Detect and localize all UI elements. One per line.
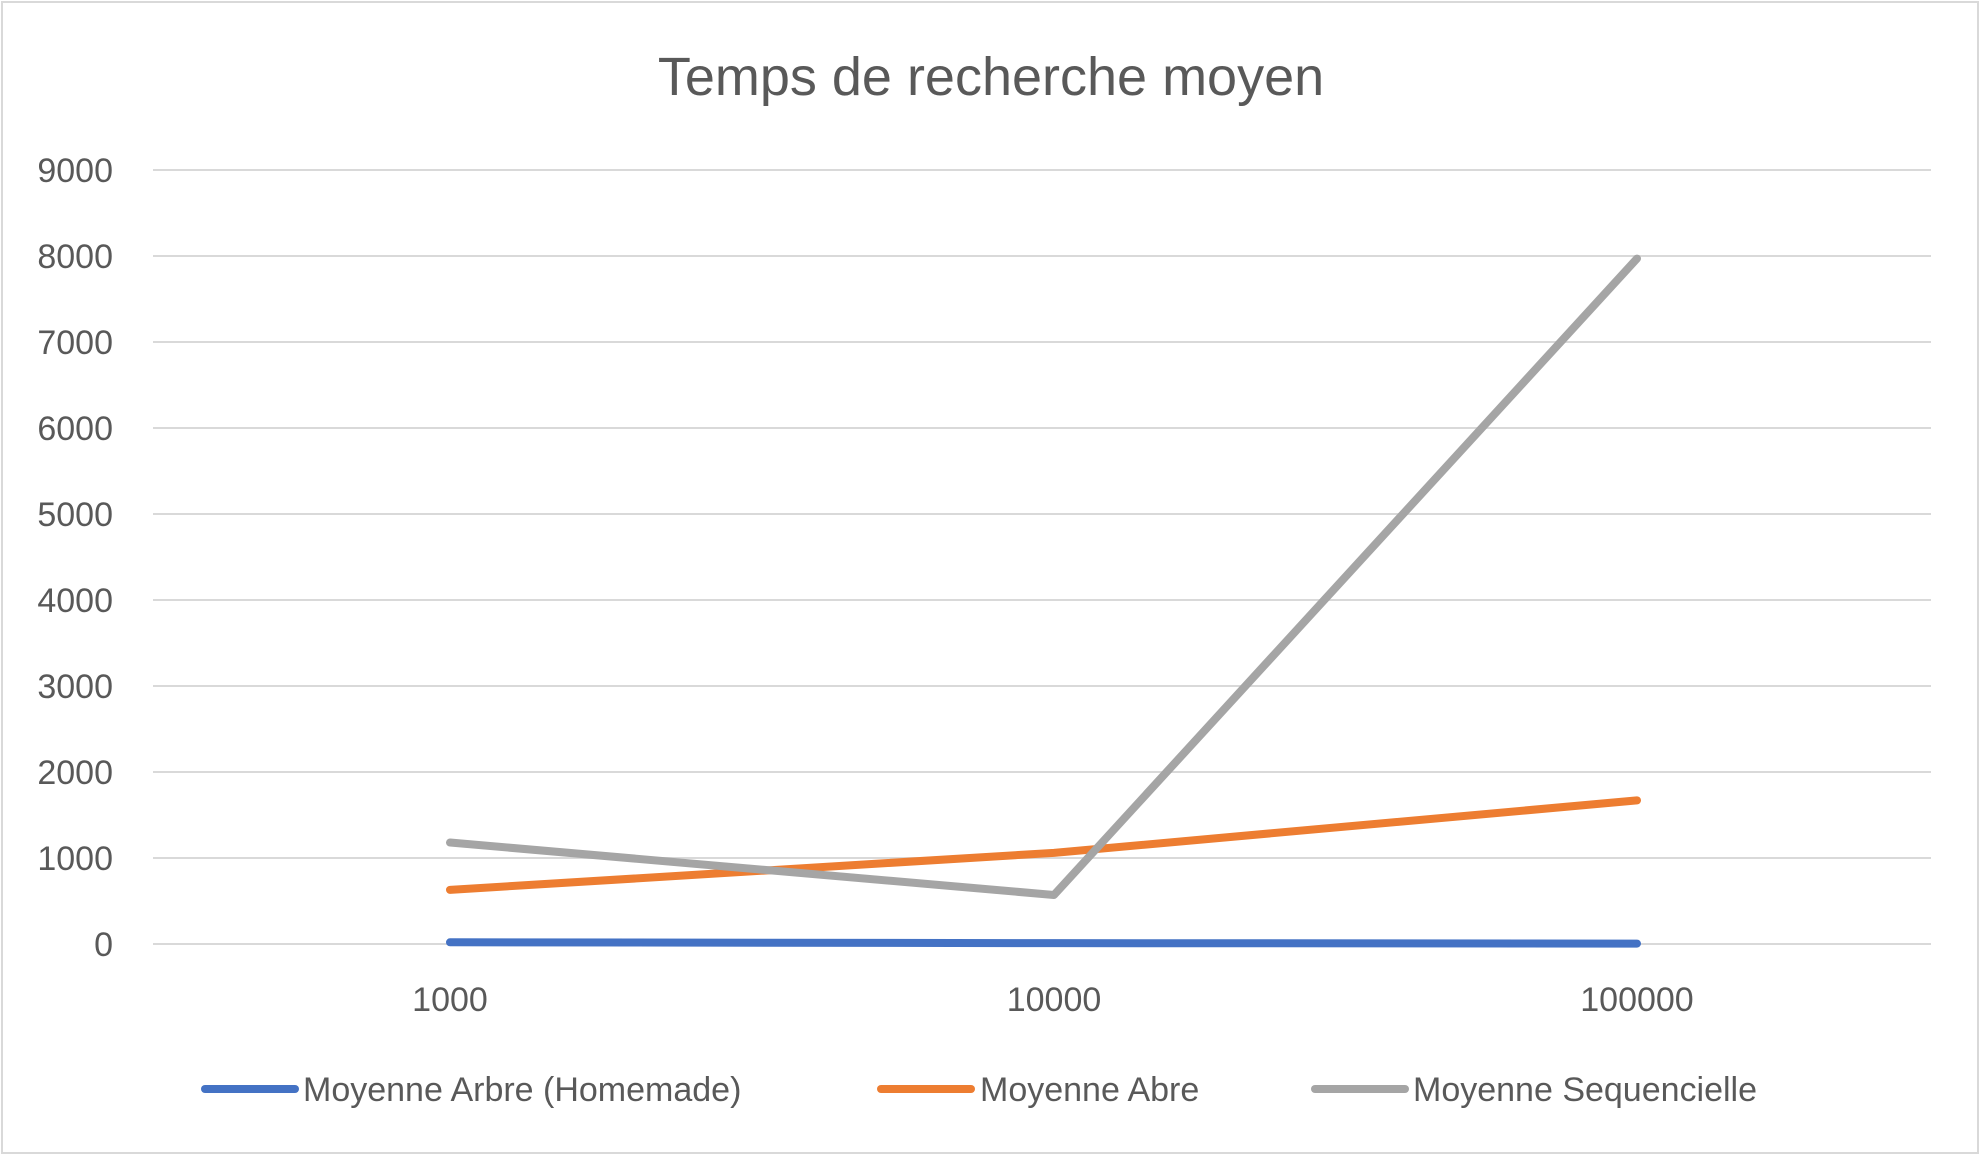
x-tick-label: 10000 bbox=[1007, 981, 1102, 1019]
y-tick-label: 7000 bbox=[37, 324, 113, 362]
series-line-2 bbox=[446, 254, 1641, 899]
data-point bbox=[1050, 939, 1058, 947]
legend: Moyenne Arbre (Homemade) Moyenne Abre Moye… bbox=[201, 1071, 1757, 1109]
x-tick-label: 1000 bbox=[412, 981, 488, 1019]
x-axis-ticks: 1000 10000 100000 bbox=[412, 981, 1694, 1019]
y-tick-label: 6000 bbox=[37, 410, 113, 448]
y-tick-label: 4000 bbox=[37, 582, 113, 620]
legend-label: Moyenne Arbre (Homemade) bbox=[303, 1071, 741, 1109]
y-tick-label: 3000 bbox=[37, 668, 113, 706]
data-point bbox=[446, 839, 454, 847]
data-point bbox=[446, 938, 454, 946]
y-tick-label: 8000 bbox=[37, 238, 113, 276]
y-tick-label: 2000 bbox=[37, 754, 113, 792]
data-point bbox=[1633, 940, 1641, 948]
x-tick-label: 100000 bbox=[1580, 981, 1693, 1019]
y-tick-label: 9000 bbox=[37, 152, 113, 190]
data-point bbox=[1050, 849, 1058, 857]
chart-title: Temps de recherche moyen bbox=[658, 47, 1324, 107]
y-axis-ticks: 0 1000 2000 3000 4000 5000 6000 7000 8000 9000 bbox=[37, 152, 113, 964]
y-tick-label: 1000 bbox=[37, 840, 113, 878]
data-point bbox=[446, 886, 454, 894]
series-line-0 bbox=[446, 938, 1641, 948]
legend-label: Moyenne Abre bbox=[980, 1071, 1199, 1109]
legend-label: Moyenne Sequencielle bbox=[1413, 1071, 1757, 1109]
data-point bbox=[1633, 255, 1641, 263]
data-point bbox=[1633, 796, 1641, 804]
data-point bbox=[1050, 891, 1058, 899]
series-lines bbox=[446, 254, 1641, 948]
y-tick-label: 0 bbox=[94, 926, 113, 964]
gridlines bbox=[153, 169, 1931, 945]
y-tick-label: 5000 bbox=[37, 496, 113, 534]
series-line-1 bbox=[446, 796, 1641, 894]
